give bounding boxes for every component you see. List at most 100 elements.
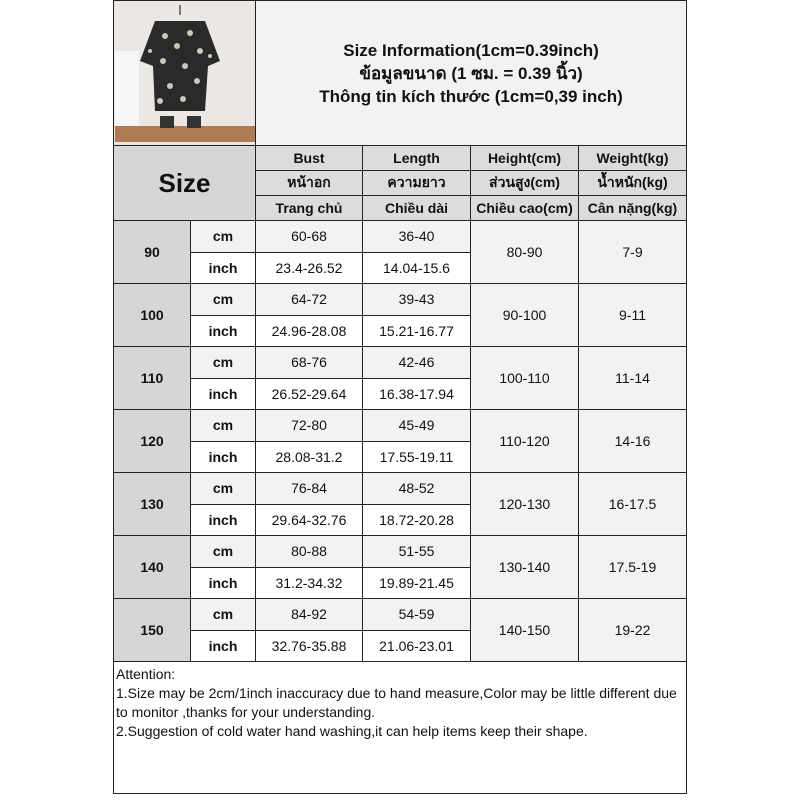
table-row: inch 31.2-34.32 19.89-21.45 [114, 566, 687, 599]
length-cm: 51-55 [362, 535, 471, 568]
title-thai: ข้อมูลขนาด (1 ซม. = 0.39 นิ้ว) [359, 63, 583, 83]
table-row: 130 cm 76-84 48-52 120-130 16-17.5 [113, 472, 688, 536]
table-row: inch 28.08-31.2 17.55-19.11 [114, 440, 687, 473]
column-header-bust: Bust [255, 145, 363, 171]
length-cm: 39-43 [362, 283, 471, 316]
unit-cm: cm [190, 472, 256, 505]
bust-cm: 76-84 [255, 472, 363, 505]
height-value: 100-110 [470, 346, 579, 410]
bust-cm: 60-68 [255, 220, 363, 253]
bust-inch: 24.96-28.08 [255, 314, 363, 347]
product-photo [113, 0, 256, 146]
bust-inch: 32.76-35.88 [255, 629, 363, 662]
length-inch: 14.04-15.6 [362, 251, 471, 284]
table-row: inch 26.52-29.64 16.38-17.94 [114, 377, 687, 410]
height-value: 130-140 [470, 535, 579, 599]
table-row: 140 cm 80-88 51-55 130-140 17.5-19 [113, 535, 688, 599]
column-header-weight: Cân nặng(kg) [577, 195, 688, 221]
unit-cm: cm [190, 283, 256, 316]
column-header-length: ความยาว [362, 170, 471, 196]
bust-cm: 64-72 [255, 283, 363, 316]
table-row: 150 cm 84-92 54-59 140-150 19-22 [113, 598, 688, 662]
unit-cm: cm [190, 409, 256, 442]
title-vietnamese: Thông tin kích thước (1cm=0,39 inch) [319, 86, 623, 106]
table-row: inch 24.96-28.08 15.21-16.77 [114, 314, 687, 347]
bust-inch: 23.4-26.52 [255, 251, 363, 284]
weight-value: 9-11 [577, 283, 688, 347]
weight-value: 14-16 [577, 409, 688, 473]
unit-inch: inch [190, 566, 256, 599]
unit-inch: inch [190, 629, 256, 662]
unit-inch: inch [190, 314, 256, 347]
column-header-height: ส่วนสูง(cm) [470, 170, 579, 196]
column-header-height: Chiều cao(cm) [470, 195, 579, 221]
length-cm: 45-49 [362, 409, 471, 442]
length-inch: 18.72-20.28 [362, 503, 471, 536]
length-inch: 16.38-17.94 [362, 377, 471, 410]
bust-inch: 29.64-32.76 [255, 503, 363, 536]
column-header-height: Height(cm) [470, 145, 579, 171]
attention-title: Attention: [116, 666, 176, 682]
weight-value: 17.5-19 [577, 535, 688, 599]
table-row: inch 23.4-26.52 14.04-15.6 [114, 251, 687, 284]
column-header-bust: Trang chủ [255, 195, 363, 221]
column-header-length: Chiều dài [362, 195, 471, 221]
title-english: Size Information(1cm=0.39inch) [343, 40, 599, 60]
weight-value: 11-14 [577, 346, 688, 410]
length-inch: 17.55-19.11 [362, 440, 471, 473]
size-chart-table: Size Information(1cm=0.39inch) ข้อมูลขนา… [112, 0, 688, 794]
size-value: 130 [113, 472, 191, 536]
attention-notes: Attention: 1.Size may be 2cm/1inch inaccu… [112, 661, 688, 794]
size-value: 150 [113, 598, 191, 662]
height-value: 120-130 [470, 472, 579, 536]
size-value: 120 [113, 409, 191, 473]
unit-inch: inch [190, 503, 256, 536]
size-value: 140 [113, 535, 191, 599]
bust-cm: 68-76 [255, 346, 363, 379]
bust-cm: 84-92 [255, 598, 363, 631]
unit-cm: cm [190, 346, 256, 379]
length-cm: 36-40 [362, 220, 471, 253]
unit-inch: inch [190, 251, 256, 284]
size-value: 90 [113, 220, 191, 284]
table-row: inch 29.64-32.76 18.72-20.28 [114, 503, 687, 536]
height-value: 140-150 [470, 598, 579, 662]
column-header-length: Length [362, 145, 471, 171]
length-inch: 15.21-16.77 [362, 314, 471, 347]
weight-value: 19-22 [577, 598, 688, 662]
size-info-title: Size Information(1cm=0.39inch) ข้อมูลขนา… [254, 0, 688, 146]
unit-cm: cm [190, 535, 256, 568]
table-row: 100 cm 64-72 39-43 90-100 9-11 [113, 283, 688, 347]
unit-inch: inch [190, 440, 256, 473]
unit-inch: inch [190, 377, 256, 410]
length-inch: 19.89-21.45 [362, 566, 471, 599]
size-value: 100 [113, 283, 191, 347]
height-value: 80-90 [470, 220, 579, 284]
attention-line: 1.Size may be 2cm/1inch inaccuracy due t… [116, 685, 677, 720]
bust-cm: 72-80 [255, 409, 363, 442]
size-value: 110 [113, 346, 191, 410]
bust-cm: 80-88 [255, 535, 363, 568]
unit-cm: cm [190, 220, 256, 253]
column-header-bust: หน้าอก [255, 170, 363, 196]
bust-inch: 26.52-29.64 [255, 377, 363, 410]
table-row: 110 cm 68-76 42-46 100-110 11-14 [113, 346, 688, 410]
unit-cm: cm [190, 598, 256, 631]
height-value: 110-120 [470, 409, 579, 473]
length-cm: 48-52 [362, 472, 471, 505]
weight-value: 7-9 [577, 220, 688, 284]
table-row: 90 cm 60-68 36-40 80-90 7-9 [113, 220, 688, 284]
column-header-weight: น้ำหนัก(kg) [577, 170, 688, 196]
bust-inch: 31.2-34.32 [255, 566, 363, 599]
column-header-weight: Weight(kg) [577, 145, 688, 171]
length-cm: 42-46 [362, 346, 471, 379]
bust-inch: 28.08-31.2 [255, 440, 363, 473]
length-cm: 54-59 [362, 598, 471, 631]
height-value: 90-100 [470, 283, 579, 347]
size-header: Size [113, 145, 256, 221]
attention-line: 2.Suggestion of cold water hand washing,… [116, 723, 588, 739]
length-inch: 21.06-23.01 [362, 629, 471, 662]
shirt-image [114, 1, 255, 142]
weight-value: 16-17.5 [577, 472, 688, 536]
table-row: 120 cm 72-80 45-49 110-120 14-16 [113, 409, 688, 473]
